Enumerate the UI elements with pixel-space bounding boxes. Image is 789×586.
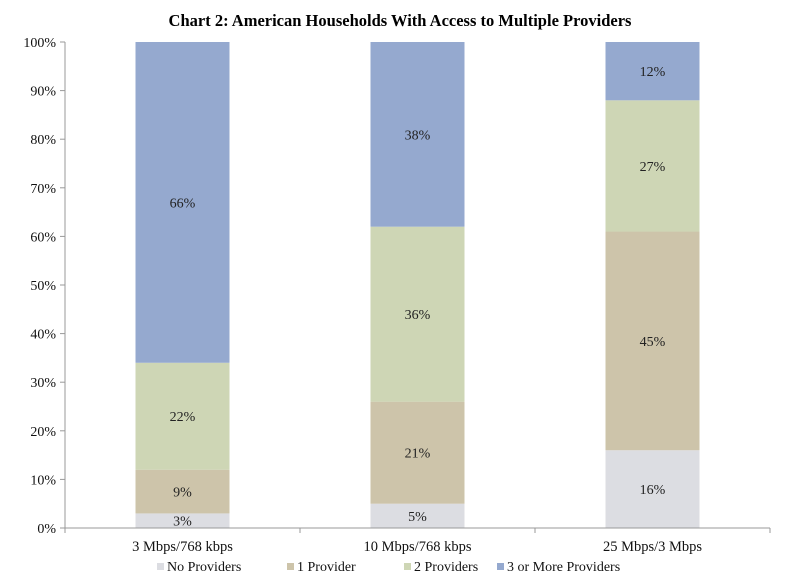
y-tick-label: 20% (30, 425, 56, 440)
y-tick-label: 80% (30, 133, 56, 148)
data-label: 16% (640, 483, 666, 498)
bar-segment (135, 469, 230, 514)
data-label: 38% (405, 128, 431, 143)
legend-swatch (287, 563, 294, 570)
legend-label: 3 or More Providers (507, 560, 620, 575)
bar-segment (605, 42, 700, 101)
legend-label: 2 Providers (414, 560, 478, 575)
y-tick-label: 60% (30, 230, 56, 245)
legend-swatch (404, 563, 411, 570)
y-tick-label: 100% (23, 36, 56, 51)
x-tick-label: 25 Mbps/3 Mbps (603, 539, 702, 555)
y-axis: 0% 10% 20% 30% 40% 50% 60% 70% 80% 90% 100% (23, 36, 66, 537)
bar-segment (370, 42, 465, 227)
data-label: 21% (405, 447, 431, 462)
data-label: 3% (173, 515, 192, 530)
y-tick-label: 10% (30, 473, 56, 488)
data-label: 66% (170, 196, 196, 211)
bar-segment (135, 513, 230, 528)
data-label: 22% (170, 410, 196, 425)
bar-segment (605, 450, 700, 528)
bar-segment (135, 42, 230, 363)
legend-label: No Providers (167, 560, 241, 575)
data-label: 36% (405, 308, 431, 323)
legend-label: 1 Provider (297, 560, 356, 575)
y-tick-label: 70% (30, 182, 56, 197)
data-label: 27% (640, 160, 666, 175)
x-tick-label: 10 Mbps/768 kbps (364, 539, 472, 555)
chart-title: Chart 2: American Households With Access… (169, 11, 632, 30)
y-tick-label: 30% (30, 376, 56, 391)
y-tick-label: 0% (37, 522, 56, 537)
bars: 3% 9% 22% 66% 5% 21% 36% 38% 16% 45% 27% 12% (135, 42, 700, 530)
bar-segment (370, 226, 465, 402)
bar-segment (370, 503, 465, 528)
bar-segment (135, 362, 230, 470)
data-label: 9% (173, 486, 192, 501)
bar-segment (605, 231, 700, 451)
y-tick-label: 50% (30, 279, 56, 294)
x-tick-label: 3 Mbps/768 kbps (132, 539, 233, 555)
y-tick-label: 90% (30, 85, 56, 100)
y-tick-label: 40% (30, 328, 56, 343)
x-axis: 3 Mbps/768 kbps 10 Mbps/768 kbps 25 Mbps/3… (64, 527, 771, 555)
legend: No Providers 1 Provider 2 Providers 3 or Mo… (157, 560, 620, 575)
data-label: 45% (640, 335, 666, 350)
bar-segment (605, 100, 700, 232)
data-label: 5% (408, 510, 427, 525)
legend-swatch (157, 563, 164, 570)
data-label: 12% (640, 65, 666, 80)
bar-segment (370, 401, 465, 504)
legend-swatch (497, 563, 504, 570)
